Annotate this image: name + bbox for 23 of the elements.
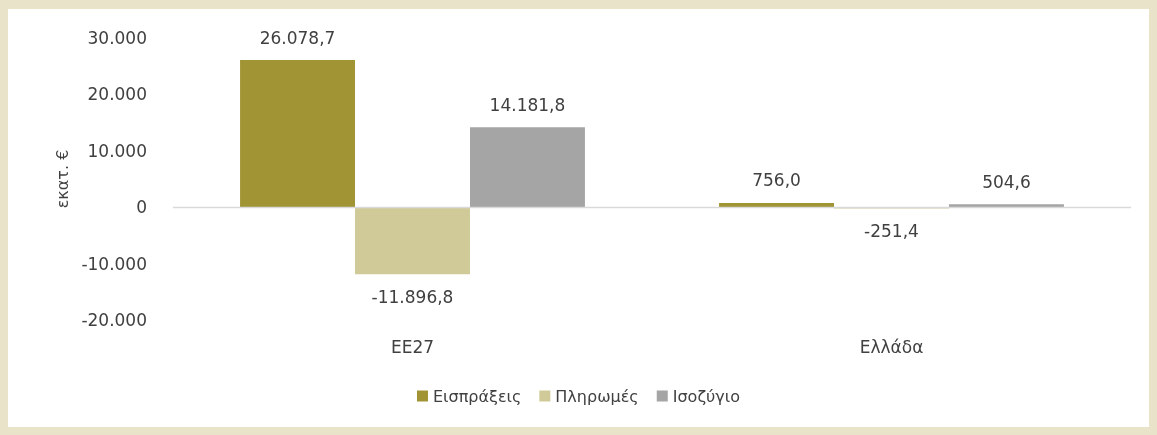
x-tick-label: ΕΕ27 (390, 336, 435, 357)
legend-label: Εισπράξεις (432, 386, 522, 406)
y-tick-label: 30.000 (87, 28, 147, 48)
y-tick-label: 0 (136, 197, 147, 218)
data-label: 14.181,8 (489, 94, 566, 115)
legend-label: Ισοζύγιο (672, 386, 741, 406)
data-label: -11.896,8 (371, 286, 454, 307)
data-label: -251,4 (864, 221, 919, 242)
bar (240, 60, 356, 208)
bar (948, 204, 1064, 208)
data-label: 756,0 (752, 170, 801, 191)
y-tick-label: 20.000 (87, 84, 147, 105)
legend-label: Πληρωμές (555, 386, 639, 406)
bar (719, 202, 835, 208)
x-tick-label: Ελλάδα (859, 336, 924, 357)
bar (355, 207, 470, 275)
y-tick-label: -20.000 (81, 310, 147, 330)
y-tick-label: 10.000 (87, 140, 147, 161)
data-label: 26.078,7 (259, 27, 336, 48)
data-label: 504,6 (982, 171, 1031, 192)
y-tick-label: -10.000 (81, 253, 147, 274)
bar (469, 127, 585, 208)
y-axis-title: εκατ. € (52, 149, 72, 209)
